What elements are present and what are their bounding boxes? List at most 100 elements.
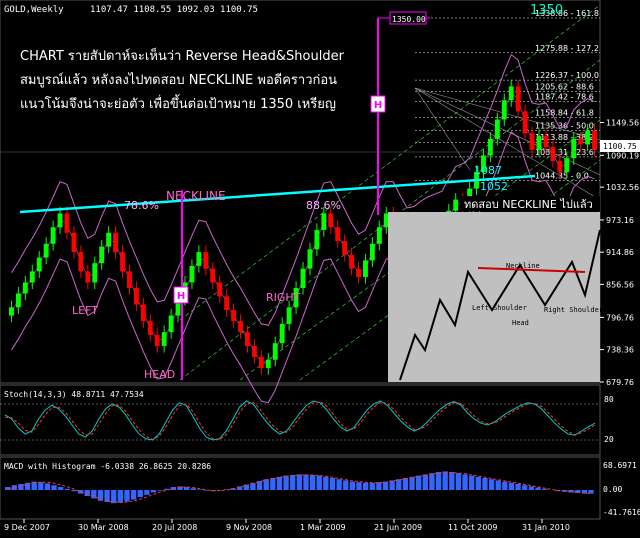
- candle-body: [543, 136, 549, 148]
- current-price-label: 1100.75: [603, 142, 637, 151]
- macd-hist-bar: [223, 489, 230, 490]
- annotation: CHART รายสัปดาห์จะเห็นว่า Reverse Head&S…: [20, 46, 345, 112]
- candle-body: [453, 199, 459, 211]
- macd-hist-bar: [535, 487, 541, 490]
- candle-body: [272, 343, 278, 360]
- macd-hist-bar: [84, 490, 90, 496]
- candle-body: [50, 227, 56, 244]
- candle-body: [571, 138, 577, 159]
- candle-body: [127, 271, 132, 288]
- fib-levels: 1338.86 - 161.8 1275.88 - 127.2 1226.37 - …: [414, 9, 601, 201]
- macd-hist-bar: [303, 474, 309, 490]
- macd-hist-bar: [402, 478, 409, 490]
- macd-hist-bar: [336, 479, 342, 490]
- candle-body: [557, 160, 563, 173]
- candle-body: [529, 133, 535, 150]
- price-tick-label: 914.86: [606, 248, 634, 257]
- price-axis: 1149.56 1090.19 1032.56 973.16 914.86 856.56 7…: [600, 119, 639, 387]
- h-marker-high-text: H: [374, 100, 382, 111]
- macd-hist-bar: [369, 482, 375, 490]
- candle-body: [515, 86, 521, 112]
- candle-body: [43, 243, 49, 258]
- macd-hist-bar: [71, 490, 77, 492]
- candle-body: [29, 271, 35, 283]
- candle-body: [238, 321, 243, 333]
- macd-hist-bar: [469, 475, 475, 490]
- macd-hist-bar: [541, 488, 548, 490]
- macd-hist-bar: [588, 490, 594, 494]
- candle-body: [335, 227, 341, 242]
- candle-body: [120, 252, 125, 272]
- macd-hist-bar: [356, 482, 362, 490]
- macd-label: MACD with Histogram -6.0338 26.8625 20.8…: [4, 462, 211, 471]
- candle-body: [161, 332, 167, 346]
- candle-body: [279, 323, 285, 344]
- main-panel: [0, 0, 601, 384]
- macd-hist-bar: [190, 488, 196, 490]
- annotation-line-1: CHART รายสัปดาห์จะเห็นว่า Reverse Head&S…: [20, 46, 345, 64]
- macd-hist-bar: [157, 490, 163, 491]
- inset-left-shoulder: Left Shoulder: [472, 304, 527, 312]
- candle-body: [196, 252, 202, 266]
- inset-neckline: [477, 267, 586, 273]
- macd-hist-bar: [296, 474, 302, 490]
- candle-body: [113, 232, 119, 253]
- candle-body: [9, 307, 14, 316]
- macd-hist-bar: [362, 482, 369, 490]
- macd-hist-bar: [58, 487, 64, 490]
- stoch-main-line: [4, 400, 596, 441]
- level-1052-label: 1052: [480, 180, 508, 193]
- macd-hist-bar: [376, 482, 382, 490]
- candle-body: [231, 310, 237, 322]
- macd-hist-bar: [237, 486, 243, 490]
- date-tick-label: 31 Jan 2010: [522, 523, 570, 532]
- macd-hist-bar: [18, 484, 24, 490]
- macd-hist-bar: [44, 483, 51, 490]
- macd-hist-bar: [117, 490, 123, 503]
- price-tick-label: 856.56: [606, 280, 634, 289]
- candle-body: [57, 213, 63, 228]
- macd-hist-bar: [422, 474, 428, 490]
- date-axis: 9 Dec 2007 30 Mar 2008 20 Jul 2008 9 Nov 20…: [4, 519, 570, 532]
- macd-hist-bar: [38, 482, 44, 490]
- candle-body: [293, 287, 299, 308]
- macd-hist-bar: [250, 482, 256, 490]
- h-marker-low-text: H: [177, 291, 185, 302]
- upper-band: [11, 53, 595, 326]
- macd-hist-bar: [283, 475, 289, 490]
- fib-label: 1338.86 - 161.8: [535, 9, 599, 18]
- fib-label: 1044.35 - 0.0: [535, 172, 589, 181]
- candle-body: [314, 229, 320, 250]
- price-tick-label: 796.76: [606, 313, 634, 322]
- candle-body: [522, 111, 528, 134]
- macd-hist-bar: [124, 490, 130, 502]
- left-shoulder-label: LEFT: [72, 304, 98, 317]
- candle-body: [224, 296, 230, 311]
- fib-label: 1158.84 - 61.8: [535, 108, 594, 117]
- macd-hist-bar: [515, 484, 521, 490]
- macd-hist-bar: [349, 481, 356, 490]
- price-tick-label: 679.76: [606, 378, 634, 387]
- macd-hist-bar: [197, 489, 203, 490]
- candle-body: [203, 252, 209, 269]
- candle-body: [251, 345, 257, 358]
- candle-body: [307, 249, 313, 269]
- candle-body: [36, 257, 42, 272]
- fib-label: 1113.88 - 38.2: [535, 133, 594, 142]
- macd-hist-bar: [77, 490, 84, 494]
- candle-body: [328, 213, 334, 228]
- candle-body: [245, 332, 250, 346]
- macd-hist-bar: [24, 482, 31, 490]
- macd-hist-bar: [203, 490, 210, 491]
- fib-label: 1275.88 - 127.2: [535, 44, 599, 53]
- macd-hist-bar: [575, 490, 581, 493]
- macd-level-low: -41.7616: [603, 508, 640, 517]
- test-note: ทดสอบ NECKLINE ไปแล้ว: [464, 198, 593, 211]
- candle-body: [175, 299, 181, 316]
- candle-body: [154, 334, 160, 346]
- macd-hist-bar: [183, 487, 190, 490]
- fib-label: 1087.31 - 23.6: [535, 148, 594, 157]
- fib-label: 1187.42 - 78.6: [535, 93, 594, 102]
- macd-hist-bar: [488, 479, 495, 490]
